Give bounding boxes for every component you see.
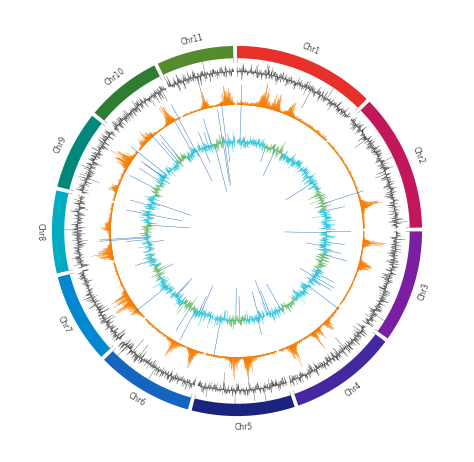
Polygon shape bbox=[191, 395, 295, 416]
Polygon shape bbox=[58, 274, 110, 357]
Polygon shape bbox=[104, 351, 191, 409]
Text: Chr8: Chr8 bbox=[36, 223, 45, 241]
Polygon shape bbox=[52, 190, 69, 274]
Polygon shape bbox=[378, 231, 422, 339]
Text: Chr10: Chr10 bbox=[103, 67, 127, 88]
Polygon shape bbox=[158, 46, 233, 75]
Text: Chr5: Chr5 bbox=[235, 422, 253, 432]
Text: Chr6: Chr6 bbox=[127, 391, 147, 408]
Text: Chr1: Chr1 bbox=[301, 42, 321, 57]
Polygon shape bbox=[57, 116, 102, 189]
Text: Chr3: Chr3 bbox=[417, 281, 431, 301]
Text: Chr11: Chr11 bbox=[180, 33, 204, 47]
Polygon shape bbox=[237, 46, 367, 108]
Text: Chr7: Chr7 bbox=[56, 315, 73, 335]
Text: Chr4: Chr4 bbox=[343, 380, 364, 398]
Polygon shape bbox=[294, 334, 385, 406]
Text: Chr2: Chr2 bbox=[410, 145, 426, 165]
Polygon shape bbox=[95, 66, 160, 121]
Polygon shape bbox=[361, 102, 422, 228]
Text: Chr9: Chr9 bbox=[53, 134, 69, 154]
